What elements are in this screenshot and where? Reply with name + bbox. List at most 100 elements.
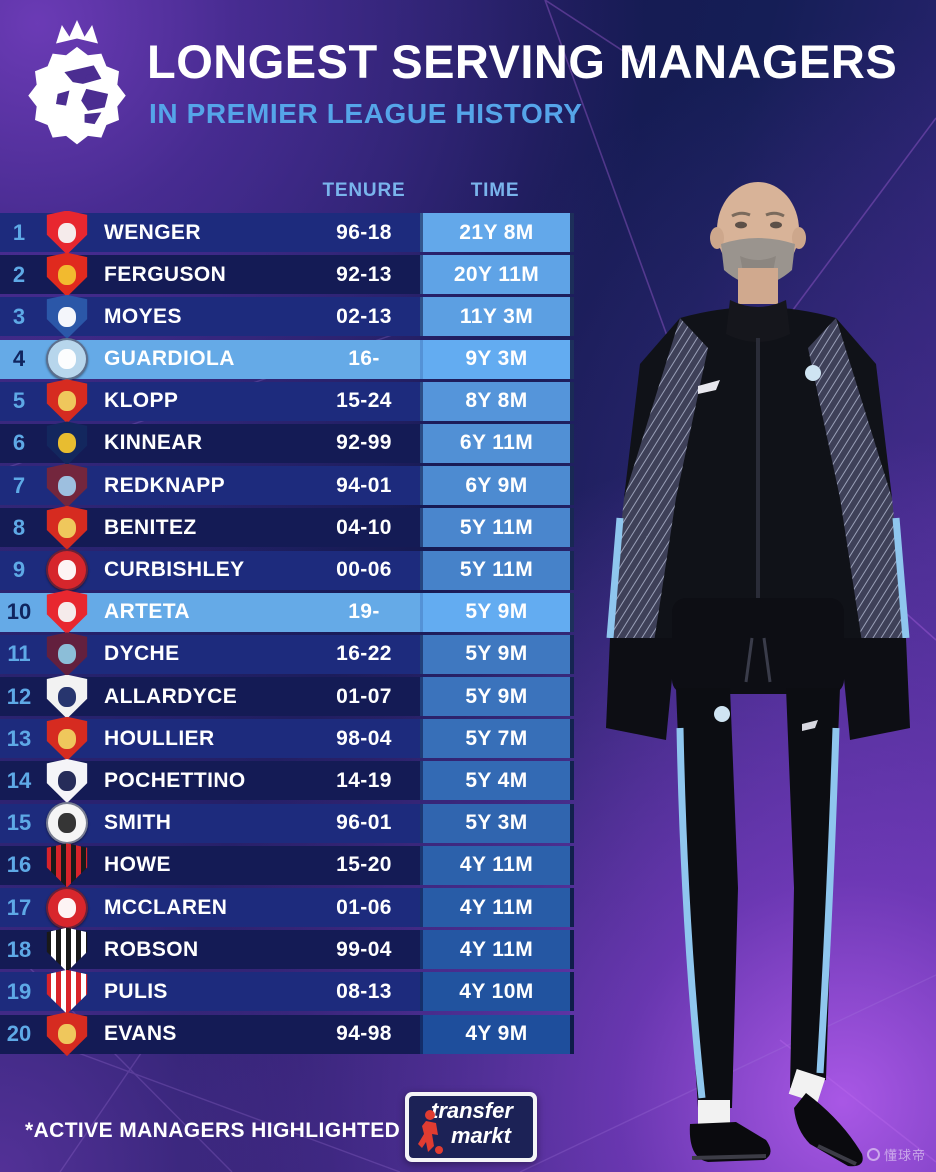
- crest-emblem: [58, 770, 76, 791]
- tenure-cell: 15-24: [336, 389, 392, 413]
- rank-cell: 6: [12, 430, 26, 456]
- crest-cell: [38, 463, 96, 508]
- manager-name: WENGER: [104, 220, 201, 244]
- tenure-cell: 14-19: [336, 768, 392, 792]
- page-subtitle: IN PREMIER LEAGUE HISTORY: [149, 98, 583, 129]
- time-cell: 9Y 3M: [420, 339, 574, 379]
- crest-emblem: [58, 433, 76, 454]
- crest-cell: [38, 927, 96, 972]
- watermark-text: 懂球帝: [883, 1148, 926, 1163]
- crest-emblem: [58, 264, 76, 285]
- table-row: 9 CURBISHLEY 00-06 5Y 11M: [0, 549, 574, 591]
- manager-name: ARTETA: [104, 600, 191, 624]
- crest-cell: [38, 843, 96, 888]
- stoke-crest-icon: [46, 969, 88, 1014]
- tenure-cell: 92-13: [336, 262, 392, 286]
- time-cell: 5Y 9M: [420, 677, 574, 717]
- transfermarkt-wordmark-top: transfer: [431, 1098, 513, 1123]
- pep-guardiola-photo: [606, 182, 910, 1167]
- bolton-crest-icon: [46, 674, 88, 719]
- crest-cell: [38, 379, 96, 424]
- crest-cell: [38, 886, 96, 929]
- time-cell: 5Y 11M: [420, 508, 574, 548]
- rank-cell: 3: [12, 303, 26, 329]
- liverpool-crest-icon: [46, 716, 88, 761]
- rank-cell: 5: [12, 388, 26, 414]
- tottenham-crest-icon: [46, 758, 88, 803]
- table-row: 8 BENITEZ 04-10 5Y 11M: [0, 505, 574, 550]
- crest-cell: [38, 210, 96, 255]
- crest-cell: [38, 969, 96, 1014]
- rank-cell: 15: [6, 810, 32, 836]
- crest-emblem: [58, 560, 76, 580]
- table-row: 10 ARTETA 19- 5Y 9M: [0, 590, 574, 635]
- manager-name: GUARDIOLA: [104, 347, 235, 371]
- rank-cell: 12: [6, 683, 32, 709]
- time-cell: 5Y 9M: [420, 634, 574, 674]
- crest-cell: [38, 338, 96, 381]
- manager-name: FERGUSON: [104, 262, 227, 286]
- time-cell: 5Y 9M: [420, 592, 574, 632]
- time-cell: 5Y 4M: [420, 761, 574, 801]
- tenure-cell: 01-06: [336, 895, 392, 919]
- rank-cell: 10: [6, 599, 32, 625]
- liverpool-crest-icon: [46, 379, 88, 424]
- table-row: 7 REDKNAPP 94-01 6Y 9M: [0, 463, 574, 508]
- time-cell: 4Y 9M: [420, 1014, 574, 1054]
- table-row: 11 DYCHE 16-22 5Y 9M: [0, 632, 574, 677]
- table-row: 15 SMITH 96-01 5Y 3M: [0, 802, 574, 845]
- active-managers-footnote: *ACTIVE MANAGERS HIGHLIGHTED: [25, 1119, 401, 1142]
- manager-name: KINNEAR: [104, 431, 203, 455]
- rank-cell: 19: [6, 978, 32, 1004]
- table-row: 17 MCCLAREN 01-06 4Y 11M: [0, 886, 574, 929]
- transfermarkt-wordmark-bottom: markt: [451, 1123, 511, 1148]
- manager-name: POCHETTINO: [104, 768, 246, 792]
- watermark: 懂球帝: [866, 1145, 926, 1164]
- manager-name: HOWE: [104, 853, 171, 877]
- liverpool-crest-icon: [46, 1012, 88, 1057]
- tenure-cell: 96-18: [336, 220, 392, 244]
- time-cell: 5Y 11M: [420, 550, 574, 590]
- west-ham-crest-icon: [46, 463, 88, 508]
- burnley-crest-icon: [46, 632, 88, 677]
- table-row: 14 POCHETTINO 14-19 5Y 4M: [0, 758, 574, 803]
- tenure-cell: 94-01: [336, 473, 392, 497]
- table-row: 3 MOYES 02-13 11Y 3M: [0, 294, 574, 339]
- manchester-united-crest-icon: [46, 252, 88, 297]
- time-cell: 4Y 11M: [420, 888, 574, 927]
- crest-emblem: [58, 686, 76, 707]
- rank-cell: 14: [6, 767, 32, 793]
- tenure-cell: 92-99: [336, 431, 392, 455]
- manchester-city-crest-icon: [46, 338, 88, 381]
- crest-cell: [38, 294, 96, 339]
- bournemouth-crest-icon: [46, 843, 88, 888]
- rank-cell: 9: [12, 557, 26, 582]
- manager-name: ROBSON: [104, 937, 199, 961]
- arsenal-crest-icon: [46, 590, 88, 635]
- derby-crest-icon: [46, 802, 88, 845]
- tenure-cell: 99-04: [336, 937, 392, 961]
- rank-cell: 2: [12, 261, 26, 287]
- wimbledon-crest-icon: [46, 421, 88, 466]
- manager-name: MCCLAREN: [104, 895, 228, 919]
- time-cell: 6Y 11M: [420, 423, 574, 463]
- crest-cell: [38, 802, 96, 845]
- crest-cell: [38, 549, 96, 591]
- premier-league-lion-icon: [28, 20, 126, 145]
- arsenal-crest-icon: [46, 210, 88, 255]
- tenure-cell: 98-04: [336, 726, 392, 750]
- table-row: 1 WENGER 96-18 21Y 8M: [0, 210, 574, 255]
- transfermarkt-logo: transfer markt: [405, 1092, 537, 1162]
- rank-cell: 7: [12, 472, 26, 498]
- time-cell: 20Y 11M: [420, 255, 574, 295]
- tenure-cell: 00-06: [336, 558, 392, 581]
- crest-cell: [38, 632, 96, 677]
- manager-name: KLOPP: [104, 389, 179, 413]
- column-header-tenure: TENURE: [322, 180, 406, 201]
- tenure-cell: 16-: [348, 347, 380, 371]
- manager-name: BENITEZ: [104, 515, 197, 539]
- transfermarkt-logo-inner: transfer markt: [409, 1096, 533, 1158]
- crest-cell: [38, 1012, 96, 1057]
- table-row: 18 ROBSON 99-04 4Y 11M: [0, 927, 574, 972]
- time-cell: 5Y 3M: [420, 803, 574, 843]
